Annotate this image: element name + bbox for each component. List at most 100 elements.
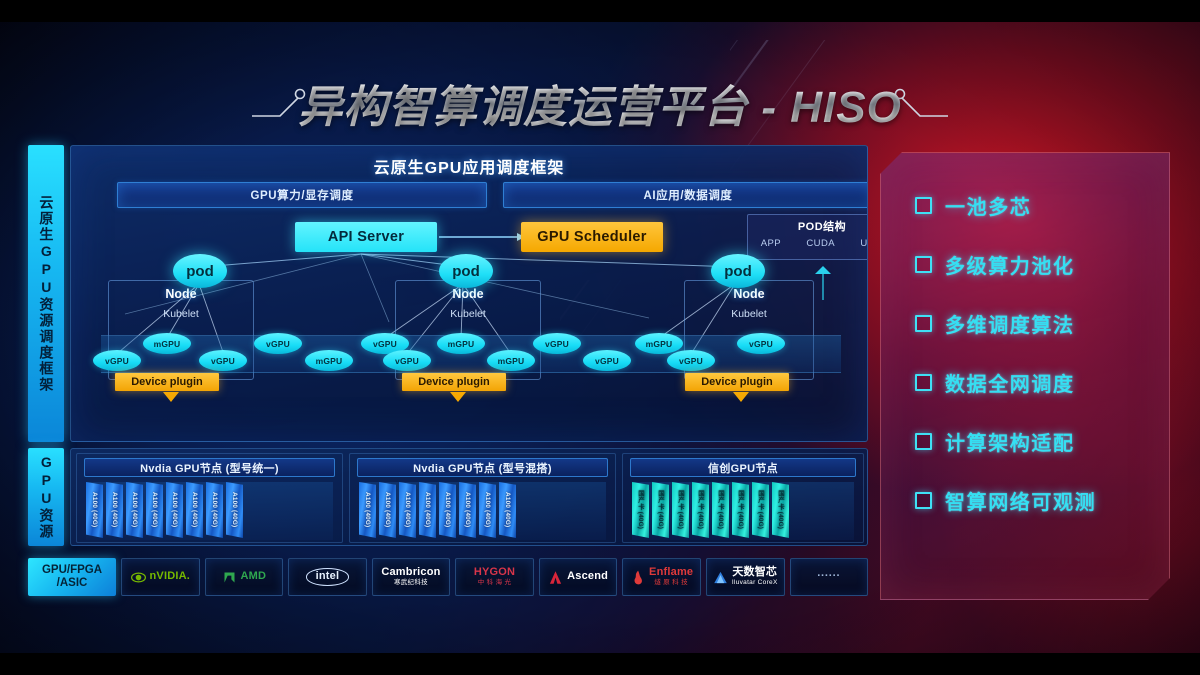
vgpu-ellipse[interactable]: vGPU — [533, 333, 581, 354]
gpu-card[interactable]: A100 (40G) — [459, 482, 476, 538]
pod-ellipse[interactable]: pod — [439, 254, 493, 288]
gpu-card[interactable]: A100 (40G) — [479, 482, 496, 538]
gpu-scheduler-node[interactable]: GPU Scheduler — [521, 222, 663, 252]
gpu-card[interactable]: 国产卡 (40G) — [692, 482, 709, 538]
gpu-node-column-1: Nvdia GPU节点 (型号统一) A100 (40G) A100 (40G) A… — [76, 453, 343, 543]
pod-ellipse[interactable]: pod — [711, 254, 765, 288]
gpu-card[interactable]: 国产卡 (40G) — [652, 482, 669, 538]
feature-item[interactable]: 多级算力池化 — [915, 250, 1155, 279]
feature-item-label: 数据全网调度 — [945, 374, 1075, 396]
checkbox-icon[interactable] — [915, 492, 932, 509]
gpu-card-stack: A100 (40G) A100 (40G) A100 (40G) A100 (40G)… — [86, 482, 243, 540]
gpu-card-label: A100 (40G) — [504, 492, 511, 528]
vendor-logo-cell[interactable]: 天数智芯 Iluvatar CoreX — [705, 558, 785, 596]
gpu-card[interactable]: 国产卡 (40G) — [672, 482, 689, 538]
vendor-logo-cell[interactable]: nVIDIA. — [121, 558, 200, 596]
vendor-logo-cell[interactable]: AMD — [204, 558, 284, 596]
vgpu-ellipse[interactable]: vGPU — [583, 350, 631, 371]
gpu-card-label: A100 (40G) — [131, 492, 138, 528]
feature-list: 一池多芯多级算力池化 多维调度算法数据全网调度 计算架构适配智算网络可观测 — [915, 191, 1155, 515]
gpu-card-label: 国产卡 (40G) — [717, 490, 724, 530]
feature-item-label: 计算架构适配 — [945, 433, 1075, 455]
feature-item[interactable]: 数据全网调度 — [915, 368, 1155, 397]
node-label: Node — [452, 287, 484, 301]
vendor-cells: nVIDIA. AMD intel Cambricon 寒武纪科技 HYGON 中 科 海 … — [121, 558, 869, 596]
vendor-logo-cell[interactable]: Cambricon 寒武纪科技 — [371, 558, 451, 596]
gpu-card-label: A100 (40G) — [171, 492, 178, 528]
gpu-card-label: 国产卡 (40G) — [697, 490, 704, 530]
enflame-flame-icon — [634, 570, 642, 584]
vendor-logo-cell[interactable]: ······ — [789, 558, 869, 596]
gpu-card[interactable]: A100 (40G) — [106, 482, 123, 538]
gpu-card[interactable]: 国产卡 (40G) — [752, 482, 769, 538]
mgpu-ellipse[interactable]: mGPU — [437, 333, 485, 354]
gpu-card-label: 国产卡 (40G) — [737, 490, 744, 530]
gpu-card[interactable]: A100 (40G) — [439, 482, 456, 538]
feature-item[interactable]: 多维调度算法 — [915, 309, 1155, 338]
vendor-name: Enflame — [649, 566, 694, 579]
sidebar-label-gpu-resource-text: GPU资源 — [38, 454, 55, 540]
checkbox-icon[interactable] — [915, 433, 932, 450]
gpu-card[interactable]: A100 (40G) — [499, 482, 516, 538]
gpu-card[interactable]: A100 (40G) — [186, 482, 203, 538]
pill-gpu-compute-scheduling[interactable]: GPU算力/显存调度 — [117, 182, 487, 208]
vendor-logo-cell[interactable]: HYGON 中 科 海 光 — [455, 558, 534, 596]
vgpu-ellipse[interactable]: vGPU — [383, 350, 431, 371]
node-label: Node — [165, 287, 197, 301]
device-plugin-badge[interactable]: Device plugin — [402, 373, 506, 391]
vendor-logo-cell[interactable]: Enflame 燧 原 科 技 — [622, 558, 701, 596]
gpu-card[interactable]: 国产卡 (40G) — [632, 482, 649, 538]
gpu-card-label: A100 (40G) — [91, 492, 98, 528]
gpu-card-stack: 国产卡 (40G) 国产卡 (40G) 国产卡 (40G) 国产卡 (40G) 国产卡 … — [632, 482, 789, 540]
vendor-logo-text: 天数智芯 Iluvatar CoreX — [732, 566, 778, 586]
mgpu-ellipse[interactable]: mGPU — [305, 350, 353, 371]
gpu-card[interactable]: A100 (40G) — [166, 482, 183, 538]
gpu-card-label: 国产卡 (40G) — [777, 490, 784, 530]
vgpu-ellipse[interactable]: vGPU — [737, 333, 785, 354]
gpu-card[interactable]: A100 (40G) — [86, 482, 103, 538]
vendor-category-line2: /ASIC — [56, 577, 88, 589]
mgpu-ellipse[interactable]: mGPU — [143, 333, 191, 354]
gpu-card[interactable]: A100 (40G) — [146, 482, 163, 538]
mgpu-ellipse[interactable]: mGPU — [487, 350, 535, 371]
gpu-card[interactable]: A100 (40G) — [399, 482, 416, 538]
pod-ellipse[interactable]: pod — [173, 254, 227, 288]
gpu-card-label: A100 (40G) — [211, 492, 218, 528]
gpu-card-label: A100 (40G) — [191, 492, 198, 528]
feature-item[interactable]: 智算网络可观测 — [915, 486, 1155, 515]
api-server-node[interactable]: API Server — [295, 222, 437, 252]
device-plugin-badge[interactable]: Device plugin — [685, 373, 789, 391]
gpu-card-label: A100 (40G) — [111, 492, 118, 528]
gpu-card-label: A100 (40G) — [424, 492, 431, 528]
vendor-name: 天数智芯 — [732, 566, 778, 579]
vgpu-ellipse[interactable]: vGPU — [667, 350, 715, 371]
vendor-name: ······ — [817, 570, 841, 583]
feature-item[interactable]: 一池多芯 — [915, 191, 1155, 220]
feature-item[interactable]: 计算架构适配 — [915, 427, 1155, 456]
gpu-card-label: A100 (40G) — [484, 492, 491, 528]
vendor-logo-cell[interactable]: Ascend — [538, 558, 618, 596]
checkbox-icon[interactable] — [915, 374, 932, 391]
vgpu-ellipse[interactable]: vGPU — [361, 333, 409, 354]
vendor-logo-cell[interactable]: intel — [288, 558, 367, 596]
gpu-card[interactable]: A100 (40G) — [359, 482, 376, 538]
mgpu-ellipse[interactable]: mGPU — [635, 333, 683, 354]
gpu-card[interactable]: A100 (40G) — [379, 482, 396, 538]
checkbox-icon[interactable] — [915, 197, 932, 214]
checkbox-icon[interactable] — [915, 315, 932, 332]
gpu-card[interactable]: 国产卡 (40G) — [772, 482, 789, 538]
checkbox-icon[interactable] — [915, 256, 932, 273]
gpu-card[interactable]: A100 (40G) — [206, 482, 223, 538]
device-plugin-badge[interactable]: Device plugin — [115, 373, 219, 391]
gpu-card[interactable]: 国产卡 (40G) — [712, 482, 729, 538]
vgpu-ellipse[interactable]: vGPU — [254, 333, 302, 354]
vgpu-ellipse[interactable]: vGPU — [199, 350, 247, 371]
pill-ai-data-scheduling[interactable]: AI应用/数据调度 — [503, 182, 867, 208]
gpu-card[interactable]: A100 (40G) — [126, 482, 143, 538]
gpu-card[interactable]: A100 (40G) — [419, 482, 436, 538]
kubelet-label: Kubelet — [450, 308, 486, 320]
vgpu-ellipse[interactable]: vGPU — [93, 350, 141, 371]
gpu-card[interactable]: 国产卡 (40G) — [732, 482, 749, 538]
pod-layer-umd: UMD — [860, 238, 868, 249]
gpu-card[interactable]: A100 (40G) — [226, 482, 243, 538]
